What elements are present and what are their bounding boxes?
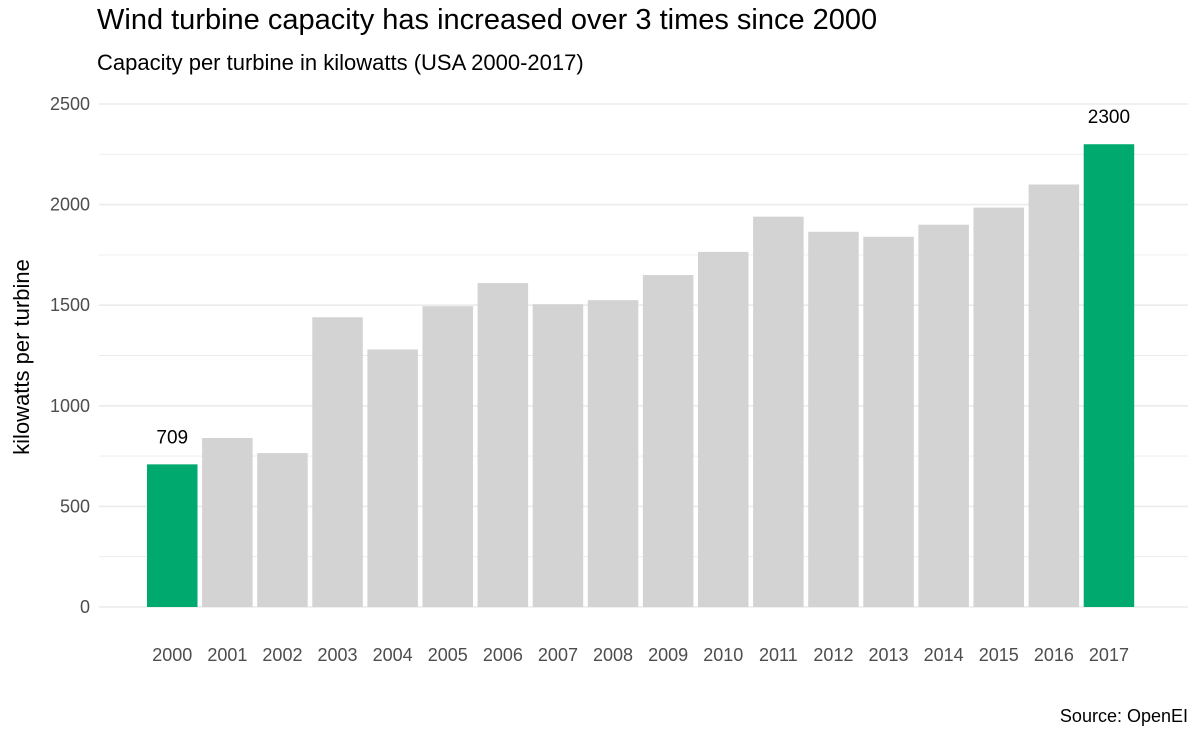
bar-2014: [918, 224, 969, 607]
bar-2009: [642, 275, 694, 607]
bar-2010: [698, 251, 749, 607]
data-labels: 709 2300: [156, 107, 1130, 448]
chart-subtitle: Capacity per turbine in kilowatts (USA 2…: [97, 50, 584, 75]
x-tick-label: 2004: [373, 645, 413, 665]
x-tick-label: 2009: [648, 645, 688, 665]
y-axis-ticks: 0 500 1000 1500 2000 2500: [50, 94, 90, 617]
chart-title: Wind turbine capacity has increased over…: [97, 4, 878, 36]
x-tick-label: 2000: [152, 645, 192, 665]
bar-2004: [367, 349, 418, 607]
bar-2013: [863, 236, 914, 608]
x-axis-ticks: 2000 2001 2002 2003 2004 2005 2006 2007 2008 2009…: [152, 645, 1129, 665]
x-tick-label: 2005: [428, 645, 468, 665]
x-tick-label: 2007: [538, 645, 578, 665]
y-tick-label: 500: [60, 496, 90, 516]
y-tick-label: 0: [80, 597, 90, 617]
x-tick-label: 2003: [318, 645, 358, 665]
bar-2005: [422, 306, 473, 607]
x-tick-label: 2015: [979, 645, 1019, 665]
x-tick-label: 2001: [207, 645, 247, 665]
y-tick-label: 1500: [50, 295, 90, 315]
x-tick-label: 2006: [483, 645, 523, 665]
bar-2012: [808, 231, 859, 607]
bar-2001: [202, 437, 253, 607]
bar-2016: [1028, 184, 1080, 608]
data-label: 2300: [1088, 107, 1130, 128]
bar-2000: [147, 464, 198, 607]
x-tick-label: 2012: [813, 645, 853, 665]
bars: [147, 144, 1135, 608]
x-tick-label: 2008: [593, 645, 633, 665]
bar-2017: [1083, 144, 1135, 608]
source-caption: Source: OpenEI: [1059, 706, 1188, 726]
y-axis-label: kilowatts per turbine: [9, 259, 34, 455]
x-tick-label: 2011: [759, 645, 798, 665]
bar-2011: [753, 216, 804, 607]
y-tick-label: 2000: [50, 195, 90, 215]
bar-2006: [477, 283, 529, 607]
x-tick-label: 2010: [703, 645, 743, 665]
bar-2015: [973, 207, 1024, 608]
x-tick-label: 2017: [1089, 645, 1129, 665]
y-tick-label: 2500: [50, 94, 90, 114]
bar-2007: [532, 304, 584, 607]
data-label: 709: [156, 427, 188, 448]
y-tick-label: 1000: [50, 396, 90, 416]
x-tick-label: 2002: [262, 645, 302, 665]
bar-2002: [257, 453, 308, 607]
x-tick-label: 2016: [1034, 645, 1074, 665]
x-tick-label: 2013: [869, 645, 909, 665]
bar-2003: [312, 317, 363, 607]
bar-2008: [587, 300, 639, 607]
x-tick-label: 2014: [924, 645, 964, 665]
